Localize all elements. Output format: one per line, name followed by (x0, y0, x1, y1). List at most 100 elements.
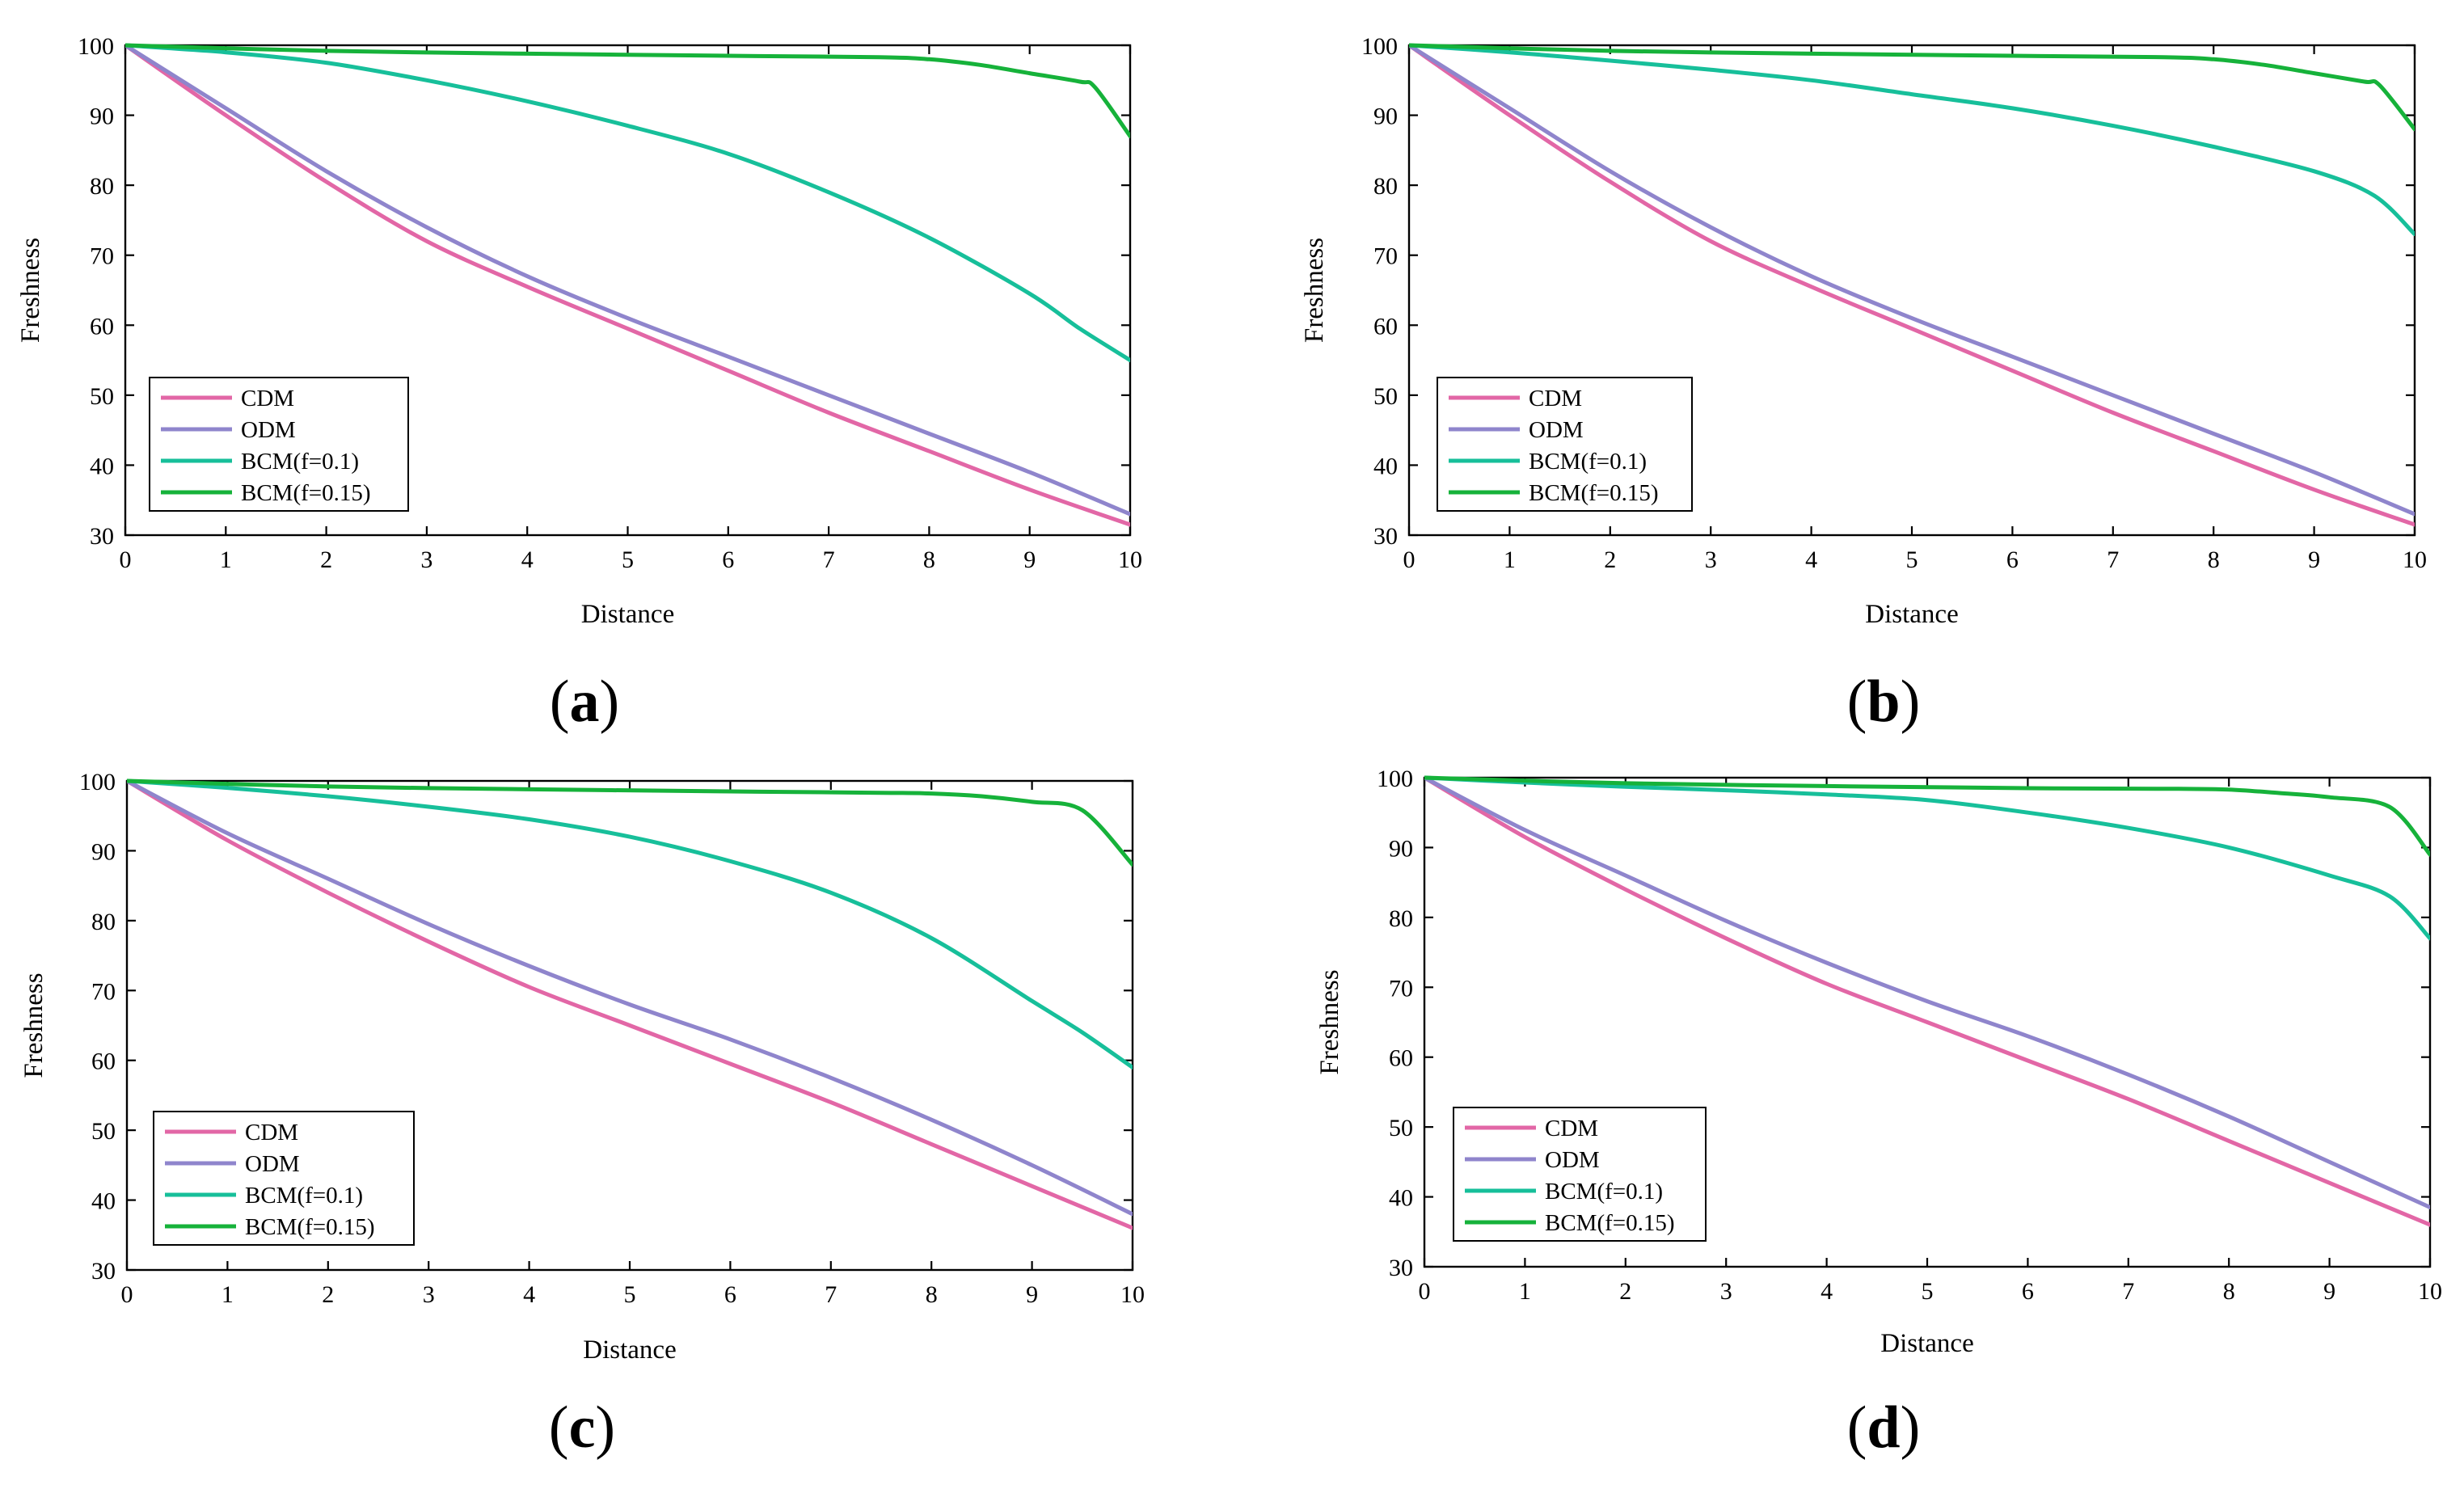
x-tick-label: 9 (1026, 1281, 1038, 1308)
y-tick-label: 100 (78, 33, 114, 60)
x-tick-label: 6 (722, 546, 734, 573)
series-line-bcm-f-0-15 (125, 43, 1130, 138)
series-line-odm (1409, 43, 2415, 517)
legend-label-bcm-f-0-1: BCM(f=0.1) (1545, 1179, 1663, 1204)
legend-label-bcm-f-0-15: BCM(f=0.15) (241, 480, 371, 506)
x-tick-label: 9 (2308, 546, 2320, 573)
panel-label-open-paren: ( (550, 669, 570, 735)
series-line-cdm (127, 778, 1133, 1230)
y-tick-label: 70 (91, 978, 116, 1005)
x-tick-label: 4 (1821, 1278, 1833, 1305)
y-tick-label: 60 (1373, 313, 1398, 340)
panel-label-letter: c (569, 1394, 596, 1461)
x-tick-label: 4 (1805, 546, 1817, 573)
x-tick-label: 10 (2403, 546, 2427, 573)
x-tick-label: 10 (2418, 1278, 2442, 1305)
y-tick-label: 90 (90, 103, 114, 130)
series-line-odm (127, 778, 1133, 1217)
x-tick-label: 8 (2223, 1278, 2235, 1305)
legend-label-bcm-f-0-1: BCM(f=0.1) (245, 1183, 363, 1209)
panel-label-letter: d (1867, 1394, 1900, 1461)
series-line-bcm-f-0-15 (127, 778, 1133, 867)
series-line-bcm-f-0-1 (125, 43, 1130, 363)
panel-label-close-paren: ) (1901, 1394, 1921, 1461)
y-tick-label: 50 (1389, 1115, 1413, 1141)
x-tick-label: 10 (1120, 1281, 1145, 1308)
y-tick-label: 70 (1373, 243, 1398, 270)
legend-label-cdm: CDM (1529, 386, 1582, 411)
series-line-bcm-f-0-1 (1424, 775, 2430, 941)
legend: CDM ODM BCM(f=0.1) BCM(f=0.15) (1437, 377, 1693, 512)
x-tick-label: 3 (420, 546, 432, 573)
y-tick-label: 30 (1373, 523, 1398, 550)
y-tick-label: 60 (90, 313, 114, 340)
x-axis-label: Distance (581, 600, 674, 629)
x-tick-label: 1 (1519, 1278, 1531, 1305)
y-axis-label: Freshness (16, 238, 45, 343)
chart-panel-d: 0 1 2 3 4 5 6 7 8 9 10 30 40 50 60 70 80 90 100 Distance Fre… (1315, 766, 2442, 1461)
panel-label-close-paren: ) (1901, 669, 1921, 735)
series-line-cdm (1424, 775, 2430, 1227)
y-tick-label: 40 (91, 1188, 116, 1215)
legend-label-odm: ODM (245, 1151, 300, 1177)
y-tick-label: 70 (1389, 975, 1413, 1002)
x-tick-label: 0 (120, 546, 132, 573)
legend-label-bcm-f-0-1: BCM(f=0.1) (241, 449, 359, 475)
x-tick-label: 7 (2107, 546, 2119, 573)
x-axis-label: Distance (1880, 1329, 1973, 1358)
y-tick-label: 60 (1389, 1045, 1413, 1072)
legend-label-cdm: CDM (1545, 1116, 1598, 1141)
series-line-bcm-f-0-1 (1409, 43, 2415, 237)
x-tick-label: 8 (2208, 546, 2220, 573)
x-tick-label: 2 (322, 1281, 334, 1308)
x-tick-label: 8 (926, 1281, 938, 1308)
x-tick-label: 0 (1419, 1278, 1431, 1305)
y-tick-label: 50 (90, 383, 114, 410)
x-tick-label: 5 (622, 546, 634, 573)
y-tick-label: 30 (91, 1258, 116, 1285)
y-tick-label: 30 (1389, 1255, 1413, 1281)
series-line-odm (125, 43, 1130, 517)
y-tick-label: 100 (1361, 33, 1398, 60)
y-axis-label: Freshness (1300, 238, 1329, 343)
series-line-cdm (125, 43, 1130, 527)
y-tick-label: 60 (91, 1048, 116, 1075)
panel-label-d: (d) (1847, 1394, 1920, 1461)
x-tick-label: 0 (1403, 546, 1416, 573)
legend-label-cdm: CDM (245, 1120, 298, 1145)
panel-label-open-paren: ( (1847, 669, 1867, 735)
legend-label-bcm-f-0-15: BCM(f=0.15) (245, 1214, 375, 1240)
y-tick-label: 100 (1377, 766, 1413, 792)
panel-label-letter: a (570, 669, 600, 735)
chart-panel-a: 0 1 2 3 4 5 6 7 8 9 10 30 40 50 60 70 80 90 100 Distance Fre… (16, 33, 1142, 735)
legend-label-bcm-f-0-1: BCM(f=0.1) (1529, 449, 1647, 475)
legend-label-bcm-f-0-15: BCM(f=0.15) (1545, 1210, 1675, 1236)
x-tick-label: 10 (1118, 546, 1142, 573)
panel-label-a: (a) (550, 669, 619, 735)
legend: CDM ODM BCM(f=0.1) BCM(f=0.15) (149, 377, 409, 512)
x-tick-label: 6 (724, 1281, 736, 1308)
x-tick-label: 7 (2122, 1278, 2134, 1305)
x-tick-label: 8 (923, 546, 935, 573)
x-tick-label: 2 (1604, 546, 1616, 573)
y-tick-label: 70 (90, 243, 114, 270)
panel-label-c: (c) (549, 1394, 615, 1461)
x-tick-label: 6 (2022, 1278, 2034, 1305)
y-tick-label: 40 (1373, 453, 1398, 479)
x-tick-label: 0 (121, 1281, 133, 1308)
x-tick-label: 3 (1720, 1278, 1732, 1305)
x-tick-label: 7 (823, 546, 835, 573)
x-tick-label: 1 (220, 546, 232, 573)
x-axis-label: Distance (583, 1335, 676, 1365)
legend-label-cdm: CDM (241, 386, 294, 411)
legend-label-odm: ODM (1529, 417, 1584, 443)
x-tick-label: 2 (1619, 1278, 1631, 1305)
series-line-bcm-f-0-15 (1424, 775, 2430, 857)
legend: CDM ODM BCM(f=0.1) BCM(f=0.15) (153, 1111, 415, 1246)
x-tick-label: 7 (825, 1281, 837, 1308)
x-tick-label: 9 (1023, 546, 1036, 573)
series-line-bcm-f-0-1 (127, 778, 1133, 1069)
x-tick-label: 5 (1906, 546, 1918, 573)
legend-label-bcm-f-0-15: BCM(f=0.15) (1529, 480, 1659, 506)
